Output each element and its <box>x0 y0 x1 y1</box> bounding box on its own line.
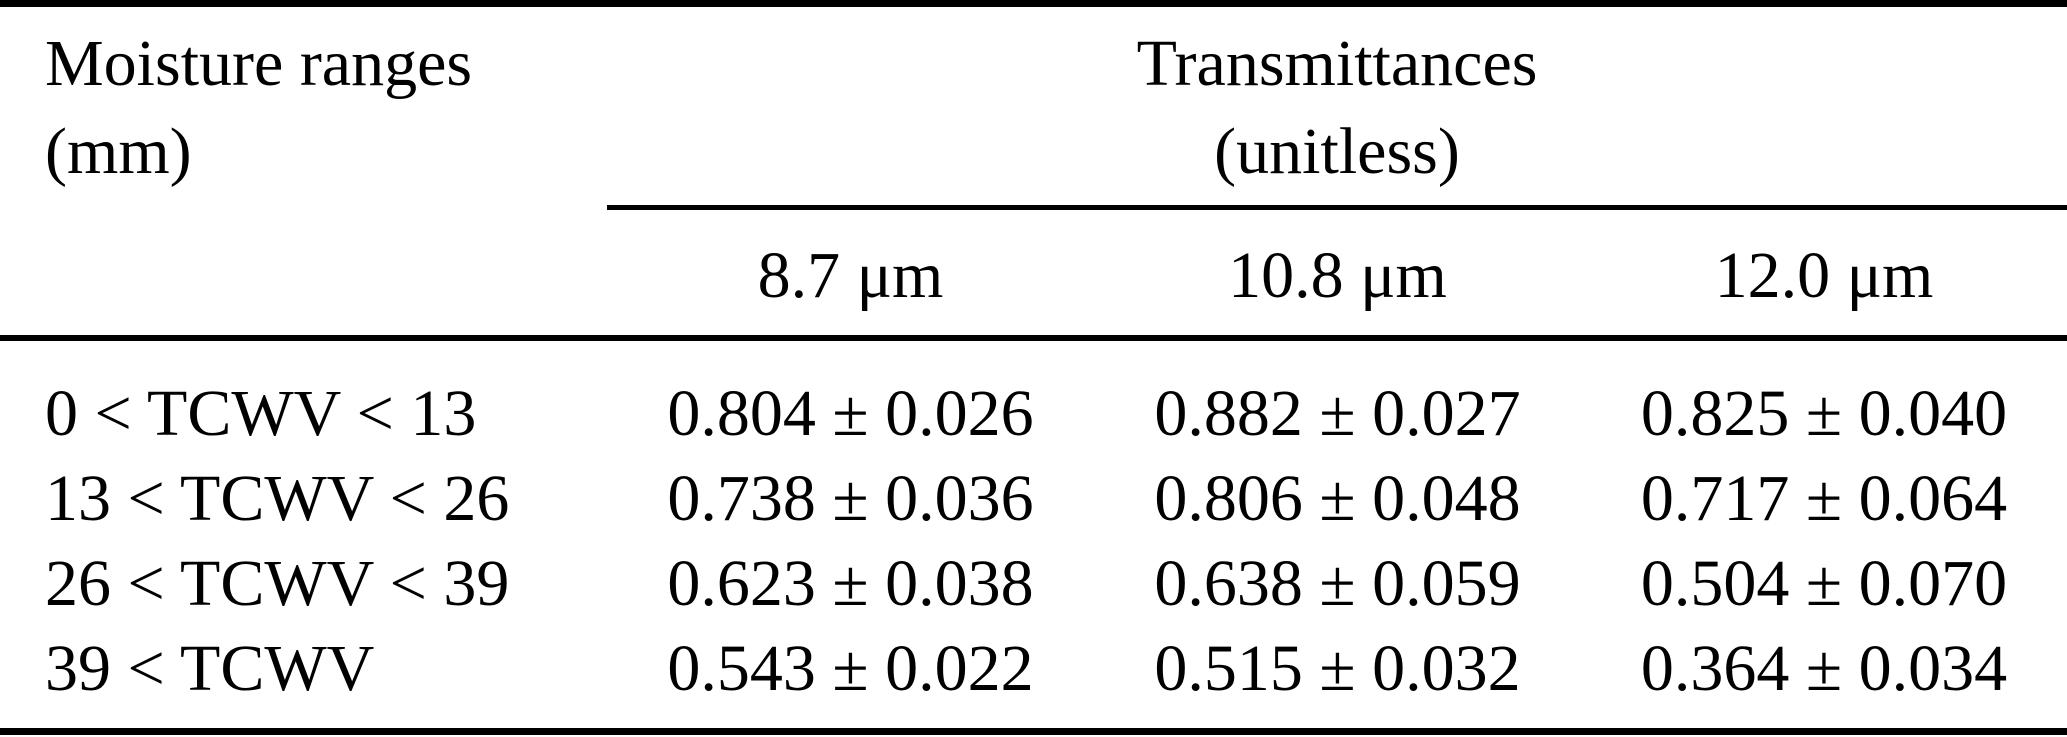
group-header-line1: Transmittances <box>1136 27 1538 100</box>
group-header-line2: (unitless) <box>1214 115 1460 188</box>
table-row: 39 < TCWV 0.543 ± 0.022 0.515 ± 0.032 0.… <box>0 626 2067 711</box>
cell-value: 0.515 ± 0.032 <box>1154 632 1521 705</box>
table-row: 13 < TCWV < 26 0.738 ± 0.036 0.806 ± 0.0… <box>0 456 2067 541</box>
cell-value: 0.882 ± 0.027 <box>1154 377 1521 450</box>
row-label: 13 < TCWV < 26 <box>45 462 510 535</box>
stub-header-line2: (mm) <box>45 115 192 188</box>
stub-header: Moisture ranges (mm) <box>45 20 472 196</box>
cell-value: 0.364 ± 0.034 <box>1640 632 2008 705</box>
cell-value: 0.806 ± 0.048 <box>1154 462 1521 535</box>
cell-value: 0.623 ± 0.038 <box>667 547 1034 620</box>
cell-value: 0.738 ± 0.036 <box>667 462 1034 535</box>
cell-value: 0.638 ± 0.059 <box>1154 547 1521 620</box>
row-label: 26 < TCWV < 39 <box>45 547 510 620</box>
cell-value: 0.825 ± 0.040 <box>1640 377 2008 450</box>
cell-value: 0.804 ± 0.026 <box>667 377 1034 450</box>
cell-value: 0.543 ± 0.022 <box>667 632 1034 705</box>
cell-value: 0.504 ± 0.070 <box>1640 547 2008 620</box>
column-header-10-8um: 10.8 μm <box>1228 239 1447 312</box>
stub-header-line1: Moisture ranges <box>45 27 473 100</box>
top-rule <box>0 0 2067 7</box>
table-row: 26 < TCWV < 39 0.623 ± 0.038 0.638 ± 0.0… <box>0 541 2067 626</box>
row-label: 39 < TCWV <box>45 632 375 705</box>
column-header-12-0um: 12.0 μm <box>1714 239 1934 312</box>
group-header: Transmittances (unitless) <box>607 20 2067 196</box>
bottom-rule <box>0 728 2067 735</box>
column-header-8-7um: 8.7 μm <box>757 239 944 312</box>
header-body-rule <box>0 335 2067 341</box>
group-header-rule <box>607 205 2067 210</box>
row-label: 0 < TCWV < 13 <box>45 377 477 450</box>
cell-value: 0.717 ± 0.064 <box>1640 462 2008 535</box>
column-header-row: 8.7 μm 10.8 μm 12.0 μm <box>0 233 2067 318</box>
table-row: 0 < TCWV < 13 0.804 ± 0.026 0.882 ± 0.02… <box>0 371 2067 456</box>
